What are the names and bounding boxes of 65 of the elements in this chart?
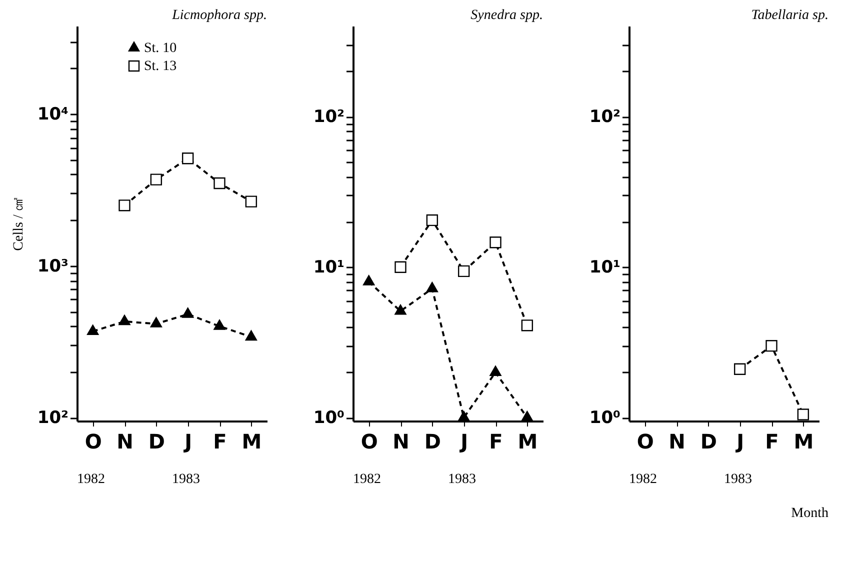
- point: [182, 152, 194, 164]
- text: 1983: [724, 472, 752, 487]
- point: [521, 320, 534, 332]
- point: [734, 363, 746, 375]
- y-axis-title: Cells / ㎠: [11, 197, 26, 251]
- point: [458, 265, 470, 278]
- text: Month: [791, 506, 828, 521]
- chart-title: Synedra spp.: [470, 8, 543, 23]
- x-tick-label: F: [213, 430, 227, 454]
- point: [245, 196, 258, 208]
- y-tick-label: 10¹: [313, 258, 344, 278]
- y-tick-label: 10⁴: [37, 104, 68, 125]
- x-tick-label: D: [424, 430, 441, 454]
- legend-label: St. 10: [144, 41, 177, 56]
- point: [490, 236, 502, 248]
- point: [458, 410, 470, 422]
- x-tick-label: F: [489, 430, 503, 454]
- point: [245, 330, 258, 341]
- x-tick-label: N: [668, 430, 686, 454]
- point: [394, 304, 406, 315]
- point: [118, 314, 130, 326]
- text: 1982: [629, 472, 657, 487]
- point: [214, 320, 226, 330]
- point: [118, 200, 130, 212]
- legend-label: St. 13: [144, 59, 177, 74]
- point: [86, 324, 99, 335]
- x-tick-label: M: [242, 430, 262, 454]
- x-tick-label: J: [182, 430, 192, 454]
- point: [214, 177, 226, 190]
- x-tick-label: D: [700, 430, 717, 454]
- x-tick-label: O: [360, 430, 378, 454]
- x-tick-label: N: [392, 430, 410, 454]
- point: [394, 261, 406, 273]
- point: [426, 214, 438, 226]
- x-tick-label: D: [148, 430, 165, 454]
- point: [521, 410, 534, 422]
- y-tick-label: 10¹: [589, 258, 620, 278]
- x-tick-label: F: [765, 430, 779, 454]
- point: [150, 317, 162, 328]
- text: 1983: [172, 472, 200, 487]
- y-tick-label: 10⁰: [313, 408, 344, 428]
- x-tick-label: J: [458, 430, 468, 454]
- y-tick-label: 10⁰: [589, 408, 620, 428]
- point: [362, 275, 375, 286]
- text: 1982: [77, 472, 105, 487]
- point: [766, 340, 778, 352]
- chart-title: Licmophora spp.: [171, 8, 267, 23]
- point: [490, 366, 502, 376]
- point: [182, 308, 194, 318]
- text: 1983: [448, 472, 476, 487]
- x-tick-label: J: [734, 430, 744, 454]
- y-tick-label: 10³: [37, 256, 68, 276]
- point: [150, 174, 162, 186]
- point: [426, 282, 438, 292]
- x-tick-label: N: [116, 430, 134, 454]
- x-tick-label: O: [84, 430, 102, 454]
- chart-title: Tabellaria sp.: [751, 8, 828, 23]
- x-tick-label: O: [636, 430, 654, 454]
- x-tick-label: M: [518, 430, 538, 454]
- text: 1982: [353, 472, 381, 487]
- y-tick-label: 10²: [313, 107, 344, 128]
- x-tick-label: M: [794, 430, 814, 454]
- y-tick-label: 10²: [37, 408, 68, 428]
- point: [797, 408, 810, 420]
- y-tick-label: 10²: [589, 107, 620, 128]
